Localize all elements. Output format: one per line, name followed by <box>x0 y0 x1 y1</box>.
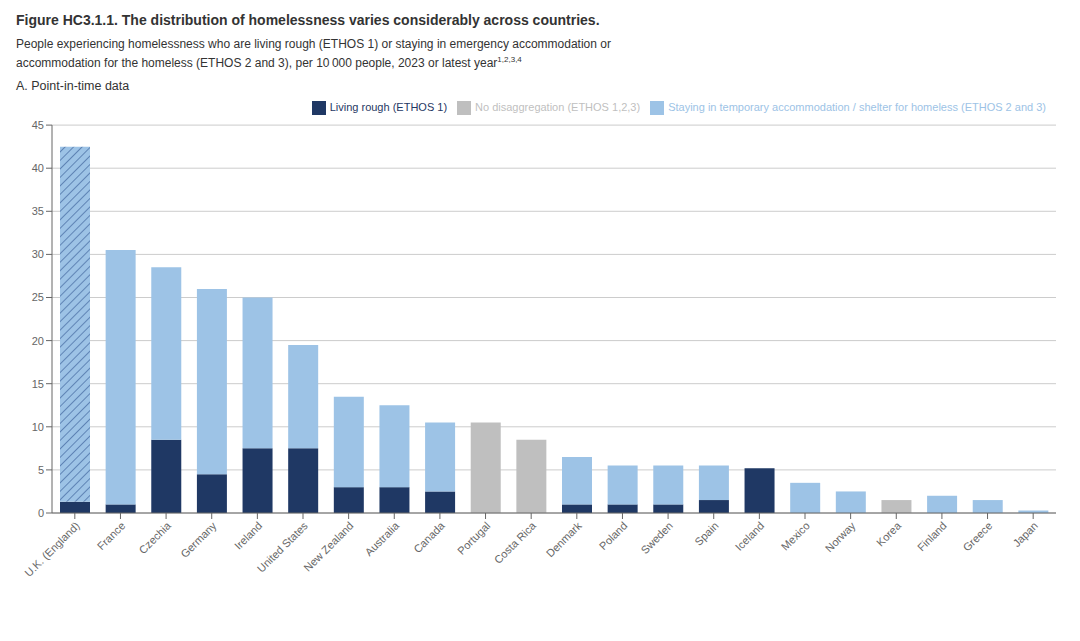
html-text:Living rough (ETHOS 1): Living rough (ETHOS 1) <box>329 101 448 113</box>
svg-text:20: 20 <box>32 335 44 347</box>
svg-text:Denmark: Denmark <box>544 519 584 559</box>
svg-text:5: 5 <box>38 464 44 476</box>
svg-text:10: 10 <box>32 421 44 433</box>
svg-text:Finland: Finland <box>915 519 949 553</box>
svg-text:Czechia: Czechia <box>136 519 173 556</box>
svg-text:Japan: Japan <box>1010 519 1040 549</box>
svg-text:Greece: Greece <box>960 519 994 553</box>
svg-text:Ireland: Ireland <box>232 519 264 551</box>
svg-text:Sweden: Sweden <box>638 519 675 556</box>
svg-text:France: France <box>95 519 128 552</box>
svg-text:Costa Rica: Costa Rica <box>492 519 539 566</box>
svg-text:30: 30 <box>32 248 44 260</box>
svg-text:Spain: Spain <box>692 519 720 547</box>
svg-text:Germany: Germany <box>178 519 219 560</box>
svg-text:Portugal: Portugal <box>455 519 492 556</box>
svg-text:Iceland: Iceland <box>733 519 767 553</box>
html-text:A. Point-in-time data: A. Point-in-time data <box>16 79 130 93</box>
svg-text:Poland: Poland <box>597 519 630 552</box>
svg-text:Mexico: Mexico <box>779 519 812 552</box>
svg-text:Korea: Korea <box>874 519 904 549</box>
svg-text:35: 35 <box>32 205 44 217</box>
svg-text:Norway: Norway <box>823 519 858 554</box>
html-text:Staying in temporary accommoda: Staying in temporary accommodation / she… <box>668 101 1046 113</box>
html-text:accommodation for the homeless: accommodation for the homeless (ETHOS 2 … <box>16 55 522 70</box>
svg-text:Canada: Canada <box>411 519 447 555</box>
svg-text:New Zealand: New Zealand <box>301 519 355 573</box>
svg-text:40: 40 <box>32 162 44 174</box>
svg-text:0: 0 <box>38 507 44 519</box>
svg-text:25: 25 <box>32 291 44 303</box>
html-text:No disaggregation (ETHOS 1,2,3: No disaggregation (ETHOS 1,2,3) <box>475 101 641 113</box>
svg-text:15: 15 <box>32 378 44 390</box>
html-text:Figure HC3.1.1. The distributi: Figure HC3.1.1. The distribution of home… <box>16 12 600 28</box>
svg-text:United States: United States <box>254 519 310 575</box>
svg-text:U.K. (England): U.K. (England) <box>22 519 82 579</box>
html-text:People experiencing homelessne: People experiencing homelessness who are… <box>16 37 611 51</box>
svg-text:45: 45 <box>32 119 44 131</box>
svg-text:Australia: Australia <box>362 519 401 558</box>
